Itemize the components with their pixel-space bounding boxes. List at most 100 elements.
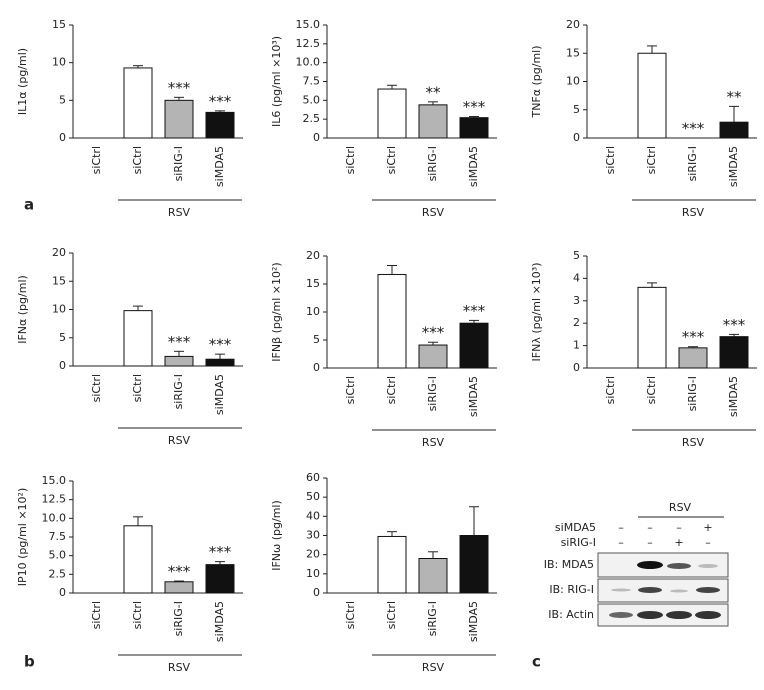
x-tick-label: siRIG-I: [426, 601, 439, 636]
group-label: RSV: [168, 661, 191, 674]
y-tick-label: 0: [59, 586, 66, 599]
bar: [719, 336, 749, 369]
x-tick-label: siRIG-I: [426, 146, 439, 181]
y-tick-label: 10: [566, 75, 580, 88]
condition-mark: –: [676, 521, 682, 534]
y-tick-label: 2.5: [303, 112, 321, 125]
x-tick-label: siCtrl: [344, 146, 357, 174]
bar: [459, 117, 489, 139]
x-tick-label: siRIG-I: [172, 374, 185, 409]
x-tick-label: siCtrl: [385, 601, 398, 629]
x-tick-label: siRIG-I: [172, 146, 185, 181]
y-tick-label: 0: [313, 131, 320, 144]
x-tick-label: siMDA5: [213, 374, 226, 415]
bar: [205, 111, 235, 139]
panel-label: a: [24, 196, 34, 214]
y-tick-label: 10.0: [296, 56, 321, 69]
blot-images: [597, 552, 729, 627]
x-tick-label: siRIG-I: [426, 376, 439, 411]
x-tick-label: siCtrl: [645, 376, 658, 404]
blot-row-label: IB: MDA5: [544, 558, 594, 571]
panel-label: c: [532, 653, 541, 671]
condition-label: siRIG-I: [561, 536, 596, 549]
bar: [377, 88, 407, 139]
y-tick-label: 30: [306, 529, 320, 542]
significance: ***: [463, 302, 486, 320]
x-tick-label: siRIG-I: [172, 601, 185, 636]
x-tick-label: siCtrl: [344, 601, 357, 629]
bar: [418, 558, 448, 594]
x-tick-label: siMDA5: [727, 146, 740, 187]
x-tick-label: siCtrl: [385, 376, 398, 404]
condition-mark: –: [647, 536, 653, 549]
x-tick-label: siCtrl: [90, 146, 103, 174]
condition-label: siMDA5: [555, 521, 596, 534]
bar: [418, 104, 448, 139]
x-tick-label: siCtrl: [131, 146, 144, 174]
bar: [637, 52, 667, 139]
y-tick-label: 5: [573, 249, 580, 262]
y-tick-label: 1: [573, 339, 580, 352]
y-tick-label: 60: [306, 471, 320, 484]
group-label: RSV: [422, 206, 445, 219]
y-tick-label: 0: [59, 359, 66, 372]
condition-mark: –: [618, 536, 624, 549]
blot-row-label: IB: RIG-I: [549, 583, 594, 596]
y-axis-label: IL1α (pg/ml): [16, 48, 29, 115]
x-tick-label: siMDA5: [213, 601, 226, 642]
condition-mark: –: [647, 521, 653, 534]
y-tick-label: 10.0: [42, 511, 67, 524]
y-tick-label: 5: [313, 333, 320, 346]
y-tick-label: 15.0: [42, 474, 67, 487]
bar: [719, 121, 749, 139]
y-tick-label: 10: [306, 567, 320, 580]
significance: ***: [682, 120, 705, 138]
bar: [678, 347, 708, 369]
x-tick-label: siCtrl: [90, 601, 103, 629]
x-tick-label: siCtrl: [131, 374, 144, 402]
condition-mark: +: [703, 521, 712, 534]
x-tick-label: siCtrl: [604, 376, 617, 404]
y-axis-label: IL6 (pg/ml ×10³): [270, 36, 283, 127]
y-axis-label: IFNβ (pg/ml ×10²): [270, 262, 283, 361]
significance: ***: [422, 324, 445, 342]
y-tick-label: 10: [52, 303, 66, 316]
condition-mark: –: [618, 521, 624, 534]
x-tick-label: siCtrl: [131, 601, 144, 629]
significance: ***: [168, 563, 191, 581]
y-tick-label: 15: [52, 274, 66, 287]
bar: [164, 581, 194, 594]
y-tick-label: 0: [313, 361, 320, 374]
x-tick-label: siMDA5: [467, 376, 480, 417]
bar: [123, 67, 153, 139]
bar: [418, 344, 448, 369]
y-tick-label: 10: [306, 305, 320, 318]
significance: **: [727, 88, 743, 106]
condition-mark: –: [705, 536, 711, 549]
significance: ***: [723, 316, 746, 334]
significance: ***: [209, 92, 232, 110]
condition-mark: +: [674, 536, 683, 549]
bar: [205, 564, 235, 594]
significance: ***: [463, 98, 486, 116]
y-tick-label: 15: [306, 277, 320, 290]
x-tick-label: siRIG-I: [686, 376, 699, 411]
y-tick-label: 3: [573, 294, 580, 307]
y-axis-label: IP10 (pg/ml ×10²): [16, 488, 29, 587]
bar: [164, 99, 194, 139]
x-tick-label: siMDA5: [467, 601, 480, 642]
y-tick-label: 15: [566, 46, 580, 59]
group-label: RSV: [682, 206, 705, 219]
x-tick-label: siCtrl: [604, 146, 617, 174]
significance: **: [426, 83, 442, 101]
bar: [377, 273, 407, 369]
x-tick-label: siMDA5: [727, 376, 740, 417]
y-tick-label: 5.0: [49, 549, 67, 562]
y-tick-label: 10: [52, 56, 66, 69]
y-tick-label: 12.5: [42, 493, 67, 506]
bar: [164, 355, 194, 367]
y-tick-label: 20: [306, 249, 320, 262]
y-tick-label: 0: [573, 131, 580, 144]
group-label: RSV: [682, 436, 705, 449]
